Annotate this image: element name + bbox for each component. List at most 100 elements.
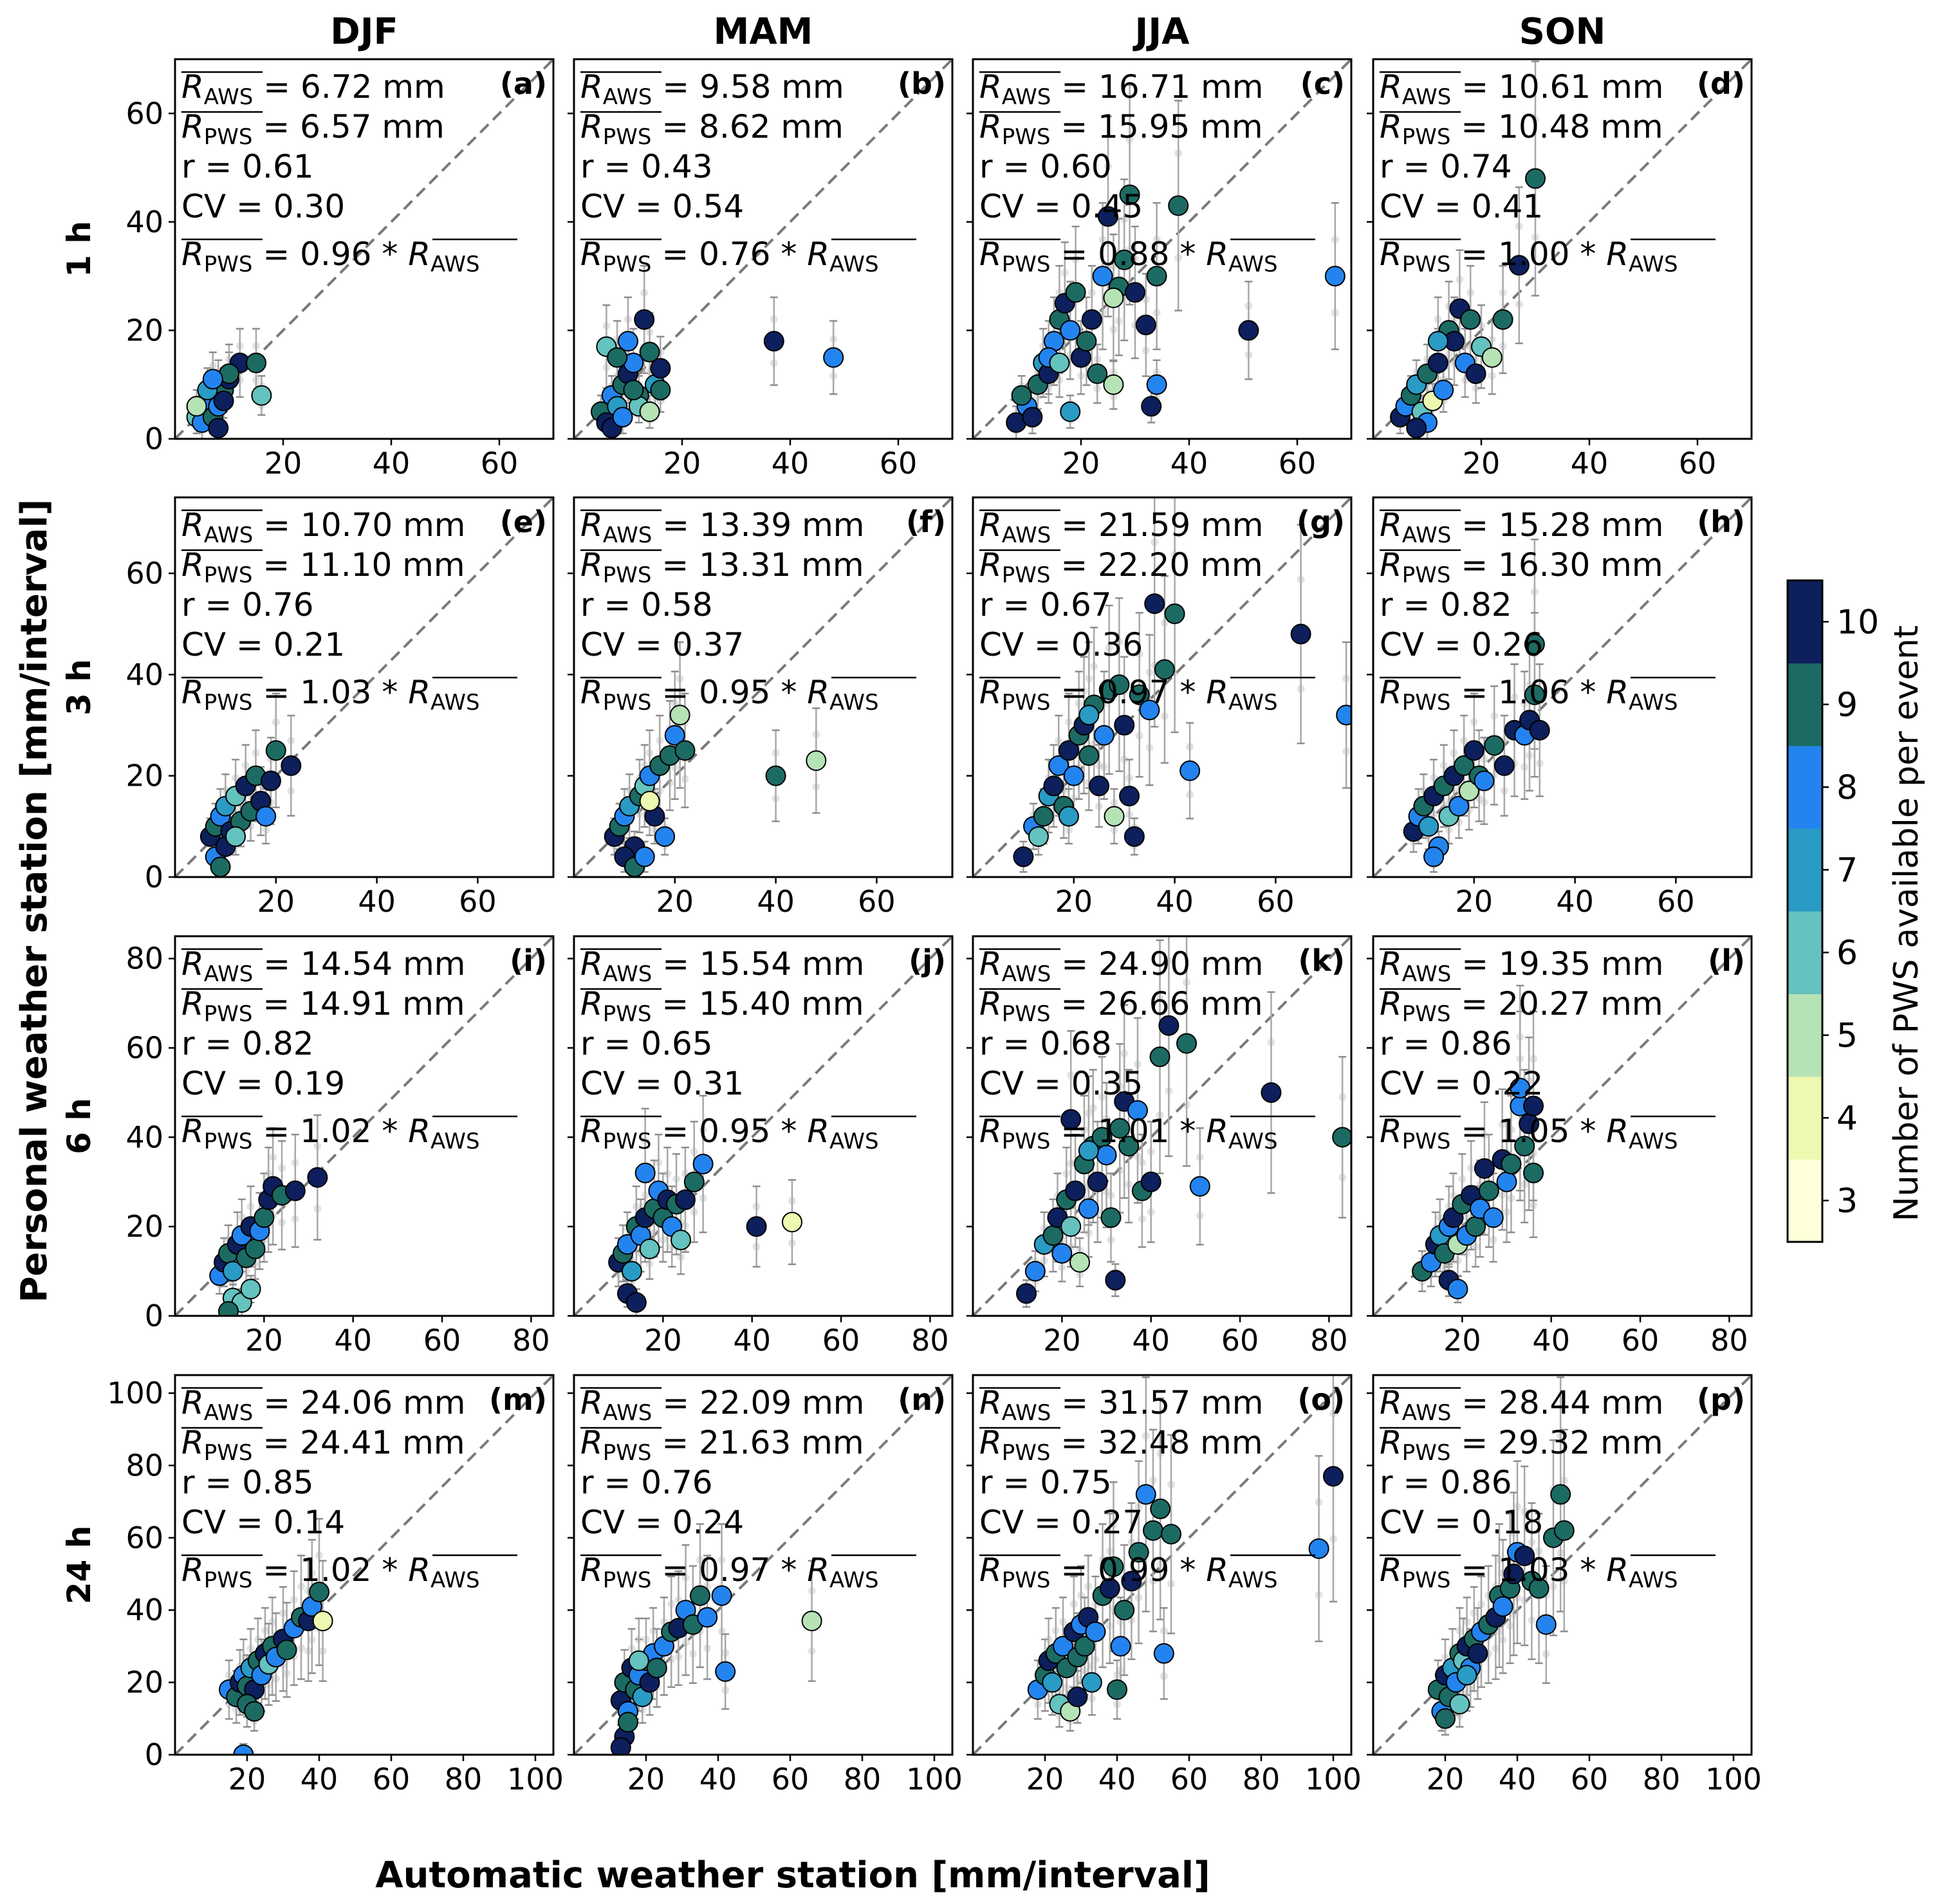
pws-individual-marker [1557, 1549, 1565, 1557]
colorbar-segment [1788, 746, 1822, 829]
pws-individual-marker [1499, 342, 1507, 351]
y-tick-label: 20 [125, 759, 163, 793]
pws-individual-marker [1110, 799, 1118, 807]
pws-individual-marker [1329, 1409, 1337, 1418]
panel-id-label: (b) [898, 66, 946, 101]
pws-individual-marker [1445, 351, 1453, 359]
data-point [1514, 1545, 1535, 1566]
pws-individual-marker [1064, 826, 1073, 834]
pws-individual-marker [1196, 1211, 1204, 1219]
x-tick-label: 20 [257, 884, 295, 919]
pws-individual-marker [1515, 222, 1523, 230]
colorbar-tick-label: 7 [1836, 851, 1858, 890]
pws-individual-marker [1338, 1093, 1347, 1101]
pws-individual-marker [1480, 755, 1488, 763]
x-tick-label: 60 [1257, 884, 1295, 919]
panel-frame [1372, 935, 1753, 1317]
stat-r-pws: RPWS = 14.91 mm [181, 985, 465, 1027]
plot-area [574, 1375, 952, 1755]
data-point [1433, 380, 1454, 401]
data-point [1128, 1542, 1149, 1563]
stat-cv: CV = 0.22 [1380, 1065, 1543, 1102]
pws-individual-marker [1542, 1650, 1550, 1658]
data-point [1033, 806, 1054, 827]
pws-individual-marker [1064, 718, 1073, 726]
data-point [1153, 1643, 1174, 1664]
data-point [1078, 1140, 1099, 1161]
pws-individual-marker [1084, 1109, 1093, 1118]
pws-individual-marker [1125, 136, 1134, 144]
data-point [1179, 760, 1201, 781]
data-point [1105, 1270, 1126, 1291]
x-tick-label: 40 [757, 884, 795, 919]
data-point [634, 309, 655, 330]
data-point [1103, 287, 1124, 308]
pws-individual-marker [287, 736, 295, 744]
plot-area [574, 59, 952, 439]
plot-area [973, 59, 1351, 439]
pws-individual-marker [672, 1175, 681, 1183]
pws-individual-marker [1040, 1256, 1048, 1264]
pws-individual-marker [699, 1194, 707, 1203]
stat-r-pws: RPWS = 8.62 mm [580, 108, 844, 150]
pws-individual-marker [1488, 335, 1496, 344]
data-point [1124, 826, 1145, 847]
pws-individual-marker [1470, 718, 1478, 726]
pws-individual-marker [1440, 1263, 1448, 1271]
pws-individual-marker [1498, 1120, 1506, 1129]
data-point [309, 1582, 329, 1603]
pws-individual-marker [663, 1169, 672, 1178]
stat-cv: CV = 0.27 [979, 1504, 1143, 1541]
x-tick-label: 60 [772, 1762, 809, 1797]
pws-individual-marker [1125, 810, 1134, 818]
pws-individual-marker [752, 1202, 761, 1210]
pws-individual-marker [1116, 1167, 1124, 1175]
data-point [1067, 1687, 1088, 1708]
x-tick-label: 60 [459, 884, 497, 919]
data-point [1510, 1078, 1531, 1098]
pws-individual-marker [1138, 1215, 1146, 1223]
data-point [1053, 1636, 1073, 1657]
stat-r-pws: RPWS = 16.30 mm [1380, 546, 1663, 588]
pws-individual-marker [1507, 1125, 1515, 1134]
data-point [623, 380, 644, 401]
data-point [312, 1611, 333, 1632]
pws-individual-marker [1091, 1655, 1100, 1663]
data-point [1099, 1578, 1120, 1599]
data-point [1524, 634, 1545, 655]
pws-individual-marker [1147, 1208, 1155, 1216]
data-point [1060, 1216, 1082, 1237]
data-point [1011, 385, 1032, 406]
column-header-jja: JJA [1132, 11, 1190, 53]
pws-individual-marker [1044, 1636, 1053, 1644]
plot-area [973, 936, 1351, 1316]
stat-r-pws: RPWS = 13.31 mm [580, 546, 864, 588]
pws-individual-marker [645, 749, 654, 757]
data-point [1478, 1180, 1499, 1201]
colorbar-tick-label: 5 [1836, 1017, 1858, 1055]
pws-individual-marker [1458, 1175, 1466, 1183]
x-tick-label: 40 [1132, 1323, 1170, 1358]
stat-ratio: RPWS = 0.88 * RAWS [979, 236, 1278, 277]
pws-individual-marker [1488, 372, 1496, 380]
stat-correlation: r = 0.75 [979, 1464, 1112, 1501]
data-point [1435, 1708, 1456, 1729]
pws-individual-marker [264, 1169, 273, 1178]
x-tick-label: 80 [911, 1323, 949, 1358]
colorbar-segment [1788, 580, 1822, 663]
pws-individual-marker [272, 718, 280, 726]
data-point [650, 358, 671, 379]
pws-individual-marker [1090, 662, 1098, 670]
data-point [646, 1658, 667, 1679]
pws-individual-marker [297, 1582, 305, 1591]
x-tick-label: 20 [644, 1323, 682, 1358]
panel-id-label: (k) [1298, 943, 1345, 978]
pws-individual-marker [1134, 1594, 1143, 1602]
pws-individual-marker [1109, 1520, 1118, 1529]
data-point [625, 1292, 647, 1313]
pws-individual-marker [1135, 732, 1143, 740]
data-point [1135, 315, 1156, 335]
pws-individual-marker [624, 315, 632, 324]
panel-frame [1372, 496, 1753, 878]
